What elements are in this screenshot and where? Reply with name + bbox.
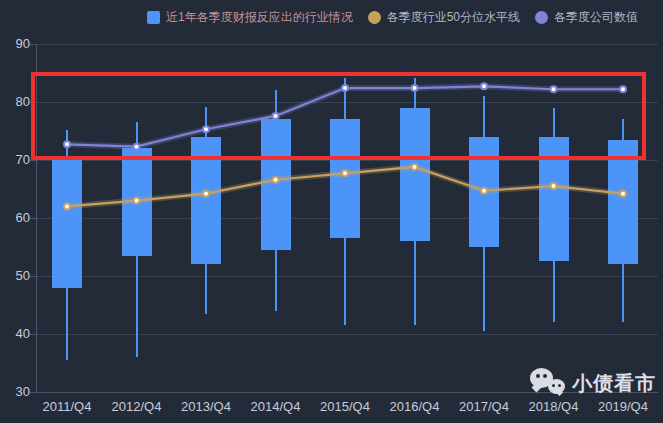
- data-point[interactable]: [64, 203, 70, 209]
- watermark-text: 小债看市: [572, 370, 656, 397]
- data-point[interactable]: [134, 198, 140, 204]
- legend-label: 各季度公司数值: [554, 10, 638, 24]
- legend-item[interactable]: 各季度行业50分位水平线: [368, 10, 520, 24]
- legend-square-marker: [147, 11, 160, 24]
- legend-circle-marker: [535, 11, 548, 24]
- legend-label: 各季度行业50分位水平线: [387, 10, 520, 24]
- watermark: 小债看市: [530, 367, 656, 399]
- data-point[interactable]: [203, 191, 209, 197]
- wechat-icon: [530, 367, 567, 399]
- data-point[interactable]: [273, 177, 279, 183]
- data-point[interactable]: [342, 170, 348, 176]
- legend-circle-marker: [368, 11, 381, 24]
- line-series-layer: [0, 0, 663, 423]
- legend-item[interactable]: 近1年各季度财报反应出的行业情况: [147, 10, 353, 24]
- legend-label: 近1年各季度财报反应出的行业情况: [166, 10, 353, 24]
- data-point[interactable]: [481, 188, 487, 194]
- data-point[interactable]: [412, 164, 418, 170]
- candlestick-chart: 近1年各季度财报反应出的行业情况各季度行业50分位水平线各季度公司数值 3040…: [0, 0, 663, 423]
- data-point[interactable]: [620, 191, 626, 197]
- data-point[interactable]: [551, 183, 557, 189]
- legend-item[interactable]: 各季度公司数值: [535, 10, 638, 24]
- chart-legend: 近1年各季度财报反应出的行业情况 各季度行业50分位水平线 各季度公司数值: [147, 10, 638, 24]
- red-highlight-annotation: [31, 72, 646, 160]
